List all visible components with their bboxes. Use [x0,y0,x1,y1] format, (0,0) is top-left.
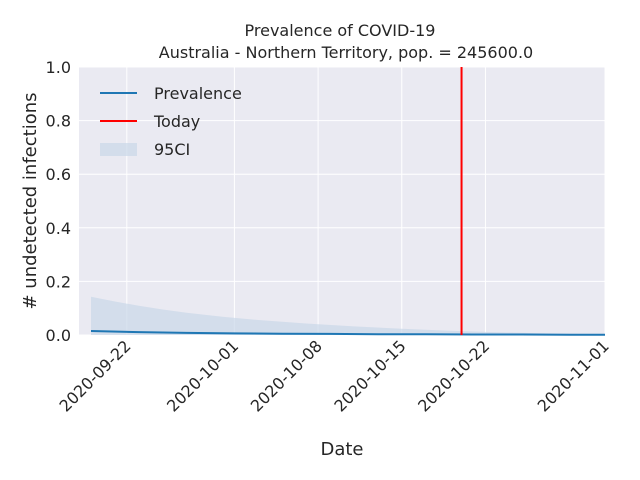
series-line-prevalence [90,330,605,336]
series-layer [90,330,605,336]
y-tick-label: 1.0 [46,58,71,77]
y-tick-labels: 0.0 0.2 0.4 0.6 0.8 1.0 [46,58,71,345]
chart-subtitle: Australia - Northern Territory, pop. = 2… [159,43,533,62]
legend-today-label: Today [153,112,200,131]
y-tick-label: 0.8 [46,112,71,131]
y-tick-label: 0.6 [46,165,71,184]
legend-95ci-label: 95CI [154,140,190,159]
y-axis-label: # undetected infections [20,92,41,309]
x-axis-label: Date [320,439,363,460]
legend-95ci-swatch [100,143,137,156]
legend-prevalence-label: Prevalence [154,84,242,103]
y-tick-label: 0.2 [46,272,71,291]
y-tick-label: 0.0 [46,326,71,345]
y-tick-label: 0.4 [46,219,71,238]
ci-band [91,296,605,335]
ci-band-layer [91,296,605,335]
gridlines [79,66,606,336]
plot-area [79,67,605,335]
chart-title: Prevalence of COVID-19 [245,21,436,40]
legend: Prevalence Today 95CI [100,84,242,159]
